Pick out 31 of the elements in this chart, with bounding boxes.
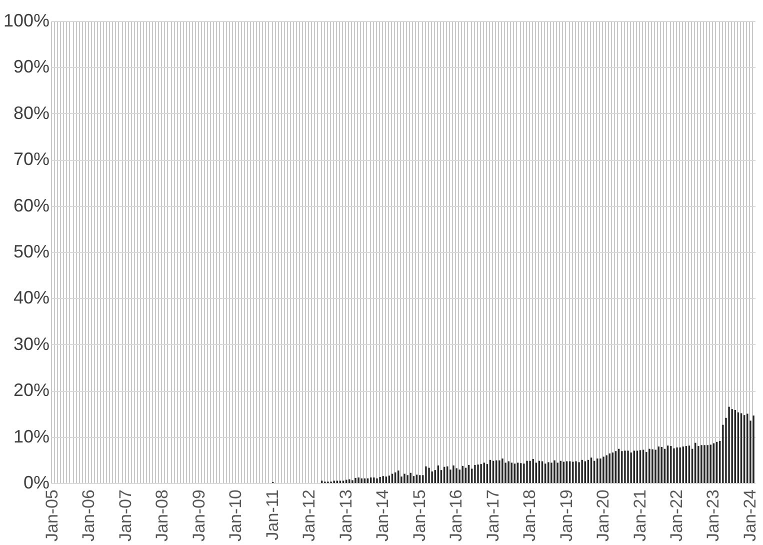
y-tick-label: 10% [13,426,50,446]
y-tick-label: 100% [3,10,50,30]
x-tick-label: Jan-15 [410,490,429,542]
x-tick-label: Jan-11 [262,490,282,540]
x-tick-label: Jan-16 [446,490,466,542]
x-tick-label: Jan-19 [556,490,576,542]
y-tick-label: 0% [23,472,50,492]
x-tick-label: Jan-12 [300,490,319,542]
x-tick-label: Jan-06 [79,490,98,542]
x-tick-label: Jan-23 [704,490,723,542]
y-tick-label: 30% [13,334,50,354]
x-tick-label: Jan-08 [152,490,172,542]
y-tick-label: 20% [13,380,50,400]
x-tick-label: Jan-09 [189,490,208,542]
x-tick-label: Jan-14 [373,490,392,542]
y-tick-label: 50% [13,242,50,262]
y-tick-label: 60% [13,195,50,216]
x-tick-label: Jan-07 [116,490,135,542]
x-tick-label: Jan-22 [667,490,686,542]
x-tick-label: Jan-20 [594,490,613,542]
x-tick-label: Jan-24 [740,490,760,542]
x-tick-label: Jan-13 [336,490,356,542]
y-tick-label: 40% [13,288,50,308]
y-tick-label: 80% [13,102,50,123]
x-tick-label: Jan-05 [42,490,62,542]
x-tick-label: Jan-10 [226,490,246,542]
x-tick-label: Jan-17 [483,490,502,542]
y-tick-label: 70% [13,149,50,170]
y-tick-label: 90% [13,56,50,77]
x-tick-label: Jan-18 [520,490,540,542]
x-tick-label: Jan-21 [630,490,650,542]
